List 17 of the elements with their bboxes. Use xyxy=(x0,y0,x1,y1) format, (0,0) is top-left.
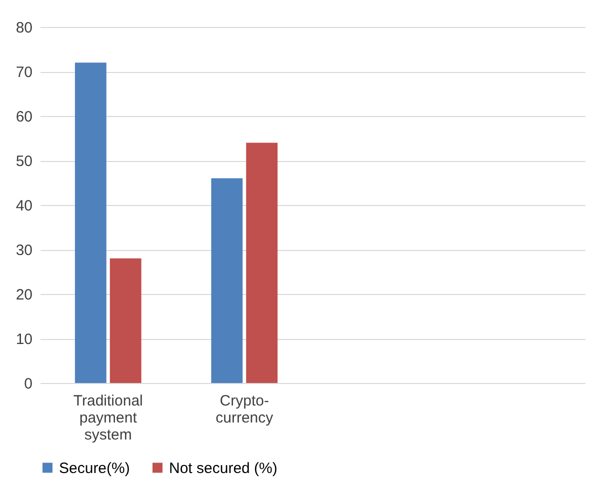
y-tick-label: 20 xyxy=(16,286,32,304)
bar xyxy=(211,178,243,383)
y-tick-label: 0 xyxy=(24,376,32,392)
legend-label: Not secured (%) xyxy=(169,460,278,477)
y-tick-label: 40 xyxy=(16,198,32,214)
y-tick-label: 60 xyxy=(16,108,32,126)
y-tick-label: 30 xyxy=(16,242,32,259)
bar xyxy=(74,62,106,383)
y-tick-label: 70 xyxy=(16,64,32,81)
legend-label: Secure(%) xyxy=(59,460,130,477)
bar xyxy=(110,258,142,383)
y-tick-label: 10 xyxy=(16,331,32,348)
y-tick-label: 80 xyxy=(16,20,32,36)
x-tick-label: Traditional payment system xyxy=(73,392,143,444)
x-tick-label: Crypto-currency xyxy=(216,392,274,426)
y-tick-label: 50 xyxy=(16,153,32,170)
bar xyxy=(246,142,278,383)
